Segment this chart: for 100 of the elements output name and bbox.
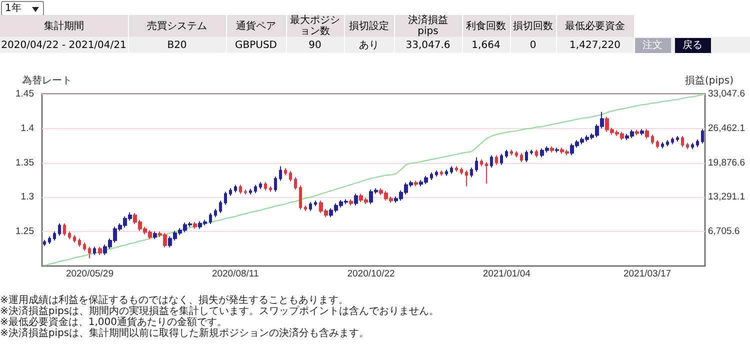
text: ※運用成績は利益を保証するものではなく、損失が発生することもあります。 (0, 295, 349, 306)
y-tick-label: 1.4 (20, 122, 34, 134)
line-series (44, 94, 703, 266)
candlestick (209, 212, 212, 225)
candlestick (229, 188, 232, 196)
candlestick (475, 156, 478, 172)
candlestick (555, 147, 559, 153)
candlestick (696, 138, 699, 148)
candlestick (78, 238, 81, 248)
candlestick (58, 222, 61, 236)
x-tick-label: 2021/01/04 (482, 268, 530, 280)
candlestick (550, 146, 554, 153)
candlestick (661, 142, 664, 149)
candlestick (515, 150, 518, 158)
candlestick (289, 170, 292, 182)
candlestick (153, 231, 157, 240)
candlestick (490, 154, 493, 168)
candlestick (88, 246, 91, 259)
candlestick (73, 234, 76, 244)
candlestick (284, 168, 287, 176)
candlestick (304, 204, 307, 212)
text: 33,047.6 (394, 37, 462, 53)
candlestick (93, 246, 96, 256)
text: 1,427,220 (556, 37, 634, 53)
text: 注文 (634, 38, 670, 52)
candlestick (259, 182, 262, 190)
text: 0 (510, 37, 556, 53)
candlestick (264, 182, 267, 191)
candlestick (681, 135, 684, 148)
candlestick (445, 169, 448, 176)
candlestick (465, 170, 468, 187)
candlestick (505, 149, 508, 158)
candlestick (63, 222, 66, 236)
text: 2020/04/22 - 2021/04/21 (0, 37, 128, 53)
candlestick (314, 200, 317, 207)
candlestick (274, 176, 277, 192)
candlestick (440, 170, 443, 176)
candlestick (43, 239, 46, 247)
candlestick (525, 150, 528, 163)
candlestick (535, 149, 538, 158)
x-tick-label: 2020/08/11 (212, 268, 259, 280)
candlestick (645, 128, 649, 140)
y2-tick-label: 13,291.1 (708, 192, 745, 203)
candlestick (656, 140, 659, 149)
candlestick (299, 185, 302, 210)
candlestick (635, 129, 639, 136)
candlestick (460, 167, 463, 175)
candlestick (309, 202, 312, 212)
x-tick-label: 2020/05/29 (66, 268, 114, 280)
y-tick-label: 1.45 (16, 88, 34, 100)
candlestick (500, 153, 503, 166)
y2-tick-label: 19,876.6 (708, 157, 745, 168)
candlestick (214, 208, 217, 218)
text: 利食回数 (462, 15, 510, 37)
candlestick (691, 142, 694, 150)
text: 戻る (674, 38, 710, 52)
text: ※最低必要資金は、1,000通貨あたりの金額です。 (0, 317, 228, 328)
candlestick (414, 180, 418, 187)
candlestick (244, 189, 247, 195)
text: 集計期間 (0, 15, 128, 37)
candlestick (495, 154, 498, 166)
x-tick-label: 2020/10/22 (347, 268, 395, 280)
text: 通貨ペア (226, 15, 286, 37)
candlestick (53, 231, 56, 242)
candlestick (354, 193, 358, 206)
text: 決済損益 pips (394, 15, 462, 37)
candlestick (83, 242, 86, 252)
candlestick (686, 142, 689, 150)
text: あり (344, 37, 394, 53)
y-axis-title: 為替レート (22, 74, 72, 86)
candlestick (98, 246, 102, 256)
candlestick (430, 172, 433, 180)
candlestick (435, 170, 438, 178)
candlestick (234, 184, 237, 193)
candlestick (510, 149, 513, 156)
candlestick (701, 128, 704, 144)
candlestick (254, 184, 257, 194)
text: ※決済損益pipsは、期間内の実現損益を集計しています。スワップポイントは含んでおりません。 (0, 306, 440, 317)
candlestick (279, 166, 282, 182)
candlestick (269, 186, 272, 192)
candlestick (640, 128, 644, 136)
text: ※決済損益pipsは、集計期間以前に取得した新規ポジションの決済分も含みます。 (0, 328, 370, 339)
text: 90 (286, 37, 344, 53)
candlestick (455, 166, 458, 172)
candlestick (239, 184, 242, 194)
text: 損切設定 (344, 15, 394, 37)
y-tick-label: 1.3 (20, 192, 34, 203)
y2-tick-label: 33,047.6 (708, 88, 745, 100)
text: B20 (128, 37, 226, 53)
y-tick-label: 1.35 (16, 157, 34, 168)
text: 1,664 (462, 37, 510, 53)
candlestick (68, 231, 71, 240)
candlestick (294, 176, 297, 190)
candlestick (671, 136, 674, 145)
candlestick (349, 198, 353, 206)
y2-tick-label: 6,705.6 (708, 226, 740, 238)
candlestick (530, 149, 533, 156)
candlestick (450, 166, 453, 174)
text: 売買システム (128, 15, 226, 37)
x-tick-label: 2021/03/17 (623, 268, 672, 280)
